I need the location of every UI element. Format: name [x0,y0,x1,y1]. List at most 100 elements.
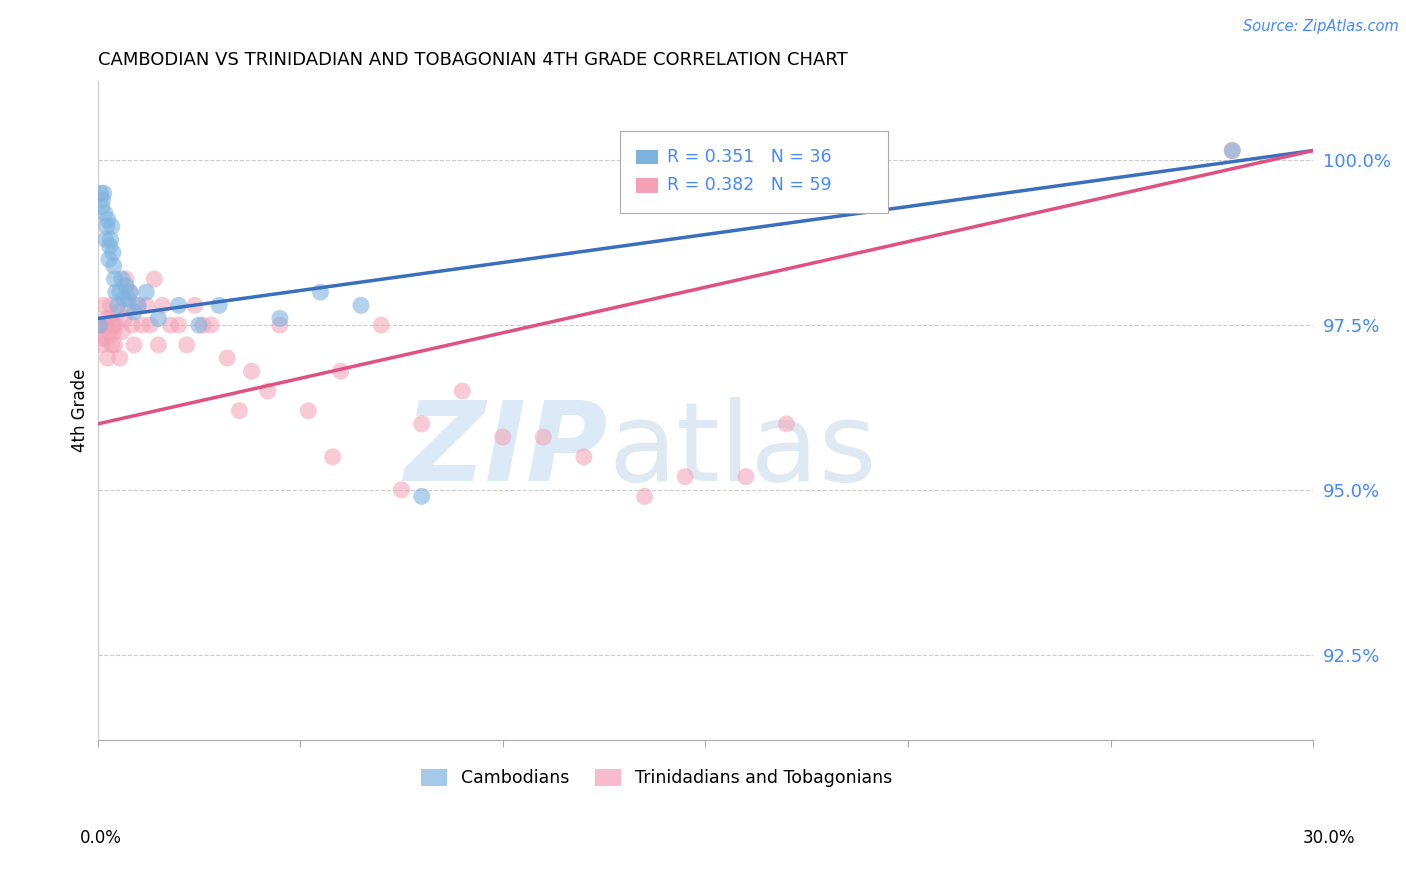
Point [115,278,138,293]
Text: R = 0.382   N = 59: R = 0.382 N = 59 [666,177,831,194]
Point [94,331,117,345]
Point [90,186,112,201]
Point [135,298,157,312]
Point [97,325,120,339]
Point [97,212,120,227]
Point [200,318,222,332]
Point [531,430,554,444]
Point [735,469,758,483]
Y-axis label: 4th Grade: 4th Grade [72,369,89,452]
Point [148,311,170,326]
Bar [636,150,658,164]
Legend: Cambodians, Trinidadians and Tobagonians: Cambodians, Trinidadians and Tobagonians [415,762,900,794]
Point [269,318,291,332]
Point [775,417,797,431]
Point [97,351,120,365]
Text: 0.0%: 0.0% [80,829,122,847]
Point [673,469,696,483]
Point [139,318,162,332]
Point [104,338,127,352]
Point [117,292,139,306]
Point [184,298,207,312]
Point [90,331,112,345]
Bar [636,178,658,193]
Point [391,483,413,497]
Point [122,338,145,352]
Text: 30.0%: 30.0% [1302,829,1355,847]
Point [143,272,166,286]
Point [104,285,127,300]
Point [152,298,174,312]
Point [121,318,143,332]
Point [122,305,145,319]
Point [91,193,114,207]
Point [103,325,125,339]
Point [107,298,129,312]
Point [111,325,134,339]
Point [94,232,117,246]
Point [100,219,122,234]
Point [269,311,291,326]
Point [103,259,125,273]
Point [115,272,138,286]
Point [104,318,127,332]
Point [167,318,190,332]
Point [572,450,595,464]
Point [167,298,190,312]
Point [91,318,114,332]
Point [90,338,112,352]
Point [187,318,209,332]
Point [1220,144,1243,158]
Point [492,430,515,444]
Text: atlas: atlas [609,397,877,504]
Point [108,351,131,365]
Point [176,338,198,352]
Point [256,384,278,398]
Point [451,384,474,398]
Point [322,450,344,464]
Point [127,298,149,312]
Point [117,298,139,312]
Point [93,298,115,312]
FancyBboxPatch shape [620,131,887,213]
Point [111,272,134,286]
Point [411,417,433,431]
Point [297,403,319,417]
Point [350,298,373,312]
Point [101,245,124,260]
Text: Source: ZipAtlas.com: Source: ZipAtlas.com [1243,20,1399,34]
Point [107,305,129,319]
Point [108,285,131,300]
Point [112,311,135,326]
Point [228,403,250,417]
Point [98,239,121,253]
Point [100,338,122,352]
Point [217,351,239,365]
Point [191,318,214,332]
Point [1220,144,1243,158]
Point [148,338,170,352]
Point [240,364,263,378]
Point [112,292,135,306]
Point [101,318,124,332]
Point [94,318,117,332]
Point [118,285,141,300]
Point [89,318,111,332]
Point [309,285,332,300]
Point [329,364,352,378]
Point [89,318,111,332]
Point [118,285,141,300]
Point [127,298,149,312]
Point [96,219,118,234]
Point [208,298,231,312]
Point [633,489,655,503]
Point [96,311,118,326]
Point [370,318,392,332]
Point [100,232,122,246]
Point [411,489,433,503]
Point [104,272,127,286]
Point [98,311,121,326]
Point [94,206,117,220]
Point [93,186,115,201]
Point [100,298,122,312]
